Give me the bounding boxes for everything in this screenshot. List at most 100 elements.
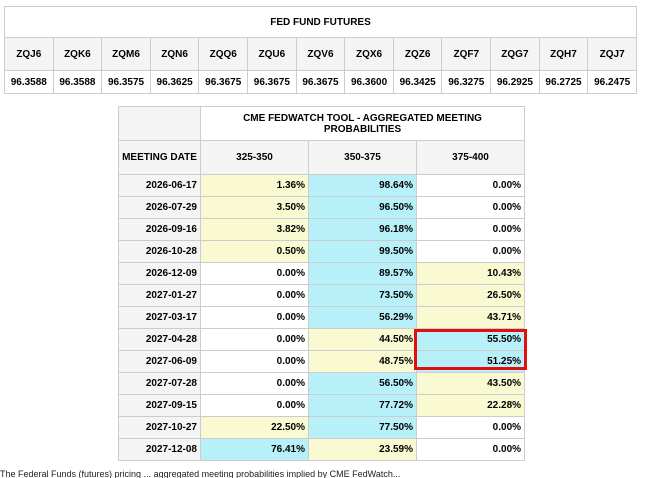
probability-cell: 0.00% [200, 262, 309, 285]
futures-value: 96.2475 [587, 70, 637, 94]
probability-cell: 0.00% [200, 306, 309, 329]
probability-cell: 23.59% [308, 438, 417, 461]
probability-cell: 51.25% [415, 350, 526, 373]
meeting-date-cell: 2027-04-28 [118, 328, 201, 351]
probability-cell: 77.72% [308, 394, 417, 417]
table-row: 2026-10-28 0.50% 99.50% 0.00% [118, 240, 526, 263]
probability-cell: 98.64% [308, 174, 417, 197]
table-row: 2026-09-16 3.82% 96.18% 0.00% [118, 218, 526, 241]
fed-fund-futures-table: FED FUND FUTURES ZQJ6 ZQK6 ZQM6 ZQN6 ZQQ… [4, 6, 637, 94]
probability-cell: 76.41% [200, 438, 309, 461]
table-row: 2027-01-27 0.00% 73.50% 26.50% [118, 284, 526, 307]
futures-title: FED FUND FUTURES [4, 6, 637, 38]
caption-text: The Federal Funds (futures) pricing ... … [0, 470, 401, 478]
table-row: 2027-04-28 0.00% 44.50% 55.50% [118, 328, 526, 351]
futures-code: ZQG7 [490, 37, 540, 71]
probability-cell: 0.00% [415, 218, 526, 241]
futures-value: 96.2725 [538, 70, 589, 94]
futures-code: ZQX6 [344, 37, 394, 71]
futures-code: ZQM6 [101, 37, 151, 71]
probability-cell: 3.50% [200, 196, 309, 219]
meeting-date-cell: 2027-01-27 [118, 284, 201, 307]
meeting-date-cell: 2026-07-29 [118, 196, 201, 219]
title-corner-cell [118, 106, 201, 141]
probability-cell: 3.82% [200, 218, 309, 241]
futures-code: ZQQ6 [198, 37, 249, 71]
futures-code-row: ZQJ6 ZQK6 ZQM6 ZQN6 ZQQ6 ZQU6 ZQV6 ZQX6 … [4, 37, 637, 71]
futures-value: 96.3600 [344, 70, 394, 94]
futures-code: ZQV6 [295, 37, 346, 71]
meeting-date-cell: 2026-09-16 [118, 218, 201, 241]
probability-cell: 0.00% [200, 328, 309, 351]
probability-cell: 44.50% [308, 328, 417, 351]
futures-code: ZQK6 [52, 37, 103, 71]
meeting-date-cell: 2026-10-28 [118, 240, 201, 263]
meeting-date-cell: 2027-07-28 [118, 372, 201, 395]
meeting-date-cell: 2026-12-09 [118, 262, 201, 285]
futures-code: ZQZ6 [392, 37, 443, 71]
probability-cell: 56.50% [308, 372, 417, 395]
futures-value: 96.3625 [149, 70, 200, 94]
table-row: 2026-07-29 3.50% 96.50% 0.00% [118, 196, 526, 219]
probability-cell: 56.29% [308, 306, 417, 329]
probability-cell: 0.00% [415, 174, 526, 197]
probability-cell: 43.50% [415, 372, 526, 395]
futures-value: 96.3588 [4, 70, 54, 94]
probabilities-title: CME FEDWATCH TOOL - AGGREGATED MEETING P… [199, 106, 526, 141]
probability-cell: 0.00% [415, 196, 526, 219]
futures-value: 96.3675 [198, 70, 249, 94]
probability-cell: 96.18% [308, 218, 417, 241]
meeting-date-cell: 2027-12-08 [118, 438, 201, 461]
meeting-date-cell: 2027-10-27 [118, 416, 201, 439]
header-range: 325-350 [200, 140, 309, 175]
table-row: 2027-06-09 0.00% 48.75% 51.25% [118, 350, 526, 373]
probability-cell: 1.36% [200, 174, 309, 197]
futures-code: ZQF7 [441, 37, 492, 71]
futures-code: ZQH7 [538, 37, 589, 71]
probability-cell: 22.50% [200, 416, 309, 439]
futures-value-row: 96.3588 96.3588 96.3575 96.3625 96.3675 … [4, 70, 637, 94]
probability-cell: 89.57% [308, 262, 417, 285]
probability-cell: 43.71% [415, 306, 526, 329]
header-row: MEETING DATE 325-350 350-375 375-400 [118, 140, 526, 175]
futures-value: 96.3675 [247, 70, 297, 94]
futures-code: ZQN6 [149, 37, 200, 71]
meeting-date-cell: 2027-09-15 [118, 394, 201, 417]
futures-code: ZQJ6 [4, 37, 54, 71]
probability-cell: 22.28% [415, 394, 526, 417]
probability-cell: 99.50% [308, 240, 417, 263]
probability-cell: 26.50% [415, 284, 526, 307]
futures-code: ZQU6 [247, 37, 297, 71]
probability-cell: 96.50% [308, 196, 417, 219]
table-row: 2027-12-08 76.41% 23.59% 0.00% [118, 438, 526, 461]
meeting-date-cell: 2027-06-09 [118, 350, 201, 373]
meeting-date-cell: 2027-03-17 [118, 306, 201, 329]
meeting-probabilities-table: CME FEDWATCH TOOL - AGGREGATED MEETING P… [118, 106, 526, 461]
probability-cell: 77.50% [308, 416, 417, 439]
futures-value: 96.3425 [392, 70, 443, 94]
header-range: 375-400 [415, 140, 526, 175]
table-row: 2027-07-28 0.00% 56.50% 43.50% [118, 372, 526, 395]
futures-value: 96.2925 [490, 70, 540, 94]
header-range: 350-375 [308, 140, 417, 175]
futures-value: 96.3588 [52, 70, 103, 94]
probability-cell: 0.00% [415, 240, 526, 263]
futures-value: 96.3275 [441, 70, 492, 94]
meeting-date-cell: 2026-06-17 [118, 174, 201, 197]
header-meeting-date: MEETING DATE [118, 140, 201, 175]
table-row: 2027-03-17 0.00% 56.29% 43.71% [118, 306, 526, 329]
probability-cell: 10.43% [415, 262, 526, 285]
table-row: 2026-06-17 1.36% 98.64% 0.00% [118, 174, 526, 197]
probability-cell: 73.50% [308, 284, 417, 307]
probability-cell: 0.00% [200, 350, 309, 373]
probability-cell: 0.00% [200, 284, 309, 307]
probability-cell: 0.00% [200, 394, 309, 417]
table-row: 2027-09-15 0.00% 77.72% 22.28% [118, 394, 526, 417]
table-row: 2027-10-27 22.50% 77.50% 0.00% [118, 416, 526, 439]
futures-value: 96.3675 [295, 70, 346, 94]
futures-code: ZQJ7 [587, 37, 637, 71]
futures-value: 96.3575 [101, 70, 151, 94]
probability-cell: 55.50% [415, 328, 526, 351]
probability-cell: 0.00% [415, 438, 526, 461]
probability-cell: 0.00% [415, 416, 526, 439]
